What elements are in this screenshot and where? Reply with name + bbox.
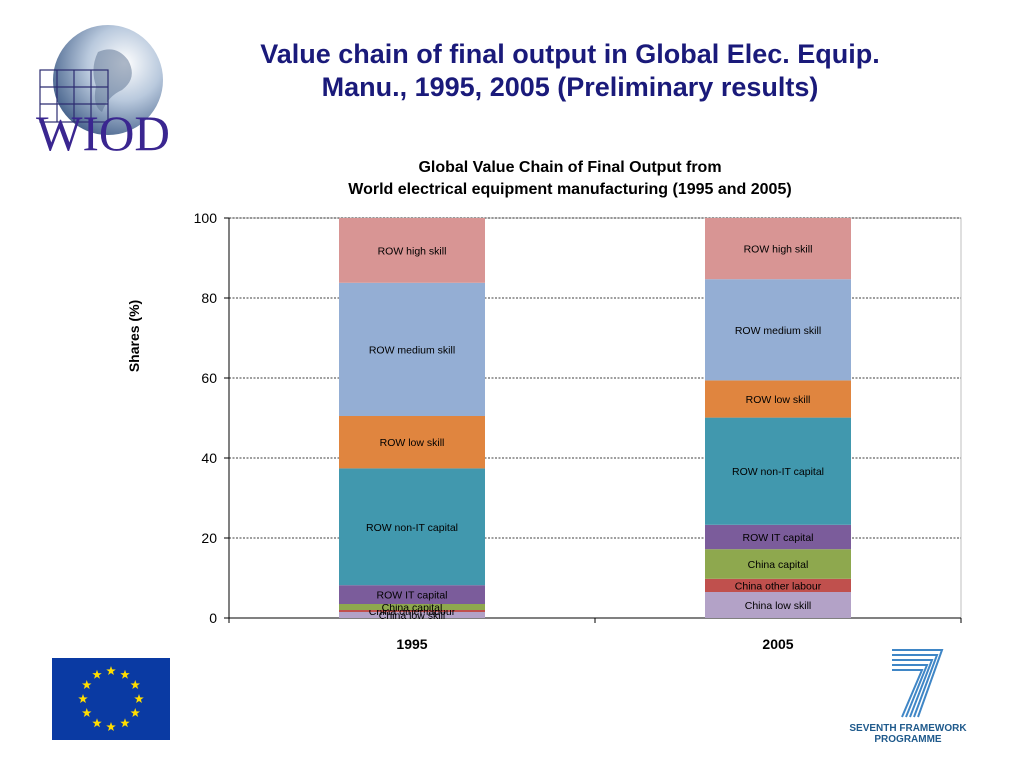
y-tick-label: 40 bbox=[201, 450, 217, 466]
bar-segment bbox=[705, 417, 851, 525]
chart: Global Value Chain of Final Output from … bbox=[126, 159, 962, 652]
segment-label: China low skill bbox=[379, 610, 446, 622]
wiod-logo: WIOD bbox=[36, 25, 170, 161]
bar-segment bbox=[705, 578, 851, 592]
star-icon bbox=[134, 694, 144, 704]
segment-label: ROW IT capital bbox=[377, 590, 448, 602]
segment-label: ROW high skill bbox=[744, 244, 813, 256]
star-icon bbox=[130, 708, 140, 718]
segment-label: ROW IT capital bbox=[743, 532, 814, 544]
slide-title-line-2: Manu., 1995, 2005 (Preliminary results) bbox=[321, 72, 819, 102]
bar-segment bbox=[339, 218, 485, 283]
segment-label: China capital bbox=[382, 602, 443, 614]
star-icon bbox=[130, 680, 140, 690]
star-icons bbox=[78, 666, 144, 732]
segment-label: ROW high skill bbox=[378, 245, 447, 257]
segment-label: China capital bbox=[748, 559, 809, 571]
fp7-line-2: PROGRAMME bbox=[874, 734, 942, 745]
bar-segment bbox=[339, 468, 485, 586]
y-tick-label: 100 bbox=[194, 210, 218, 226]
x-category-label: 2005 bbox=[762, 636, 793, 652]
grid-icon bbox=[39, 69, 109, 123]
slide-title: Value chain of final output in Global El… bbox=[200, 38, 940, 104]
seven-icon bbox=[892, 649, 944, 718]
bar-segment bbox=[339, 612, 485, 618]
y-tick-label: 0 bbox=[209, 610, 217, 626]
star-icon bbox=[78, 694, 88, 704]
bar-segment bbox=[339, 282, 485, 416]
fp7-logo: SEVENTH FRAMEWORK PROGRAMME bbox=[849, 649, 967, 745]
segment-label: China low skill bbox=[745, 600, 812, 612]
bar-segment bbox=[705, 380, 851, 418]
chart-title: Global Value Chain of Final Output from bbox=[418, 159, 721, 176]
bar-segment bbox=[705, 279, 851, 381]
star-icon bbox=[120, 718, 130, 728]
bar-segment bbox=[705, 524, 851, 550]
chart-subtitle: World electrical equipment manufacturing… bbox=[348, 181, 791, 198]
segment-label: ROW medium skill bbox=[369, 344, 455, 356]
eu-flag bbox=[52, 658, 170, 740]
star-icon bbox=[82, 680, 92, 690]
slide-title-line-1: Value chain of final output in Global El… bbox=[260, 39, 880, 69]
segment-label: ROW medium skill bbox=[735, 325, 821, 337]
y-tick-label: 80 bbox=[201, 290, 217, 306]
star-icon bbox=[120, 669, 130, 679]
plot-border bbox=[228, 217, 962, 619]
star-icon bbox=[106, 666, 116, 676]
star-icon bbox=[92, 718, 102, 728]
star-icon bbox=[106, 722, 116, 732]
y-tick-label: 60 bbox=[201, 370, 217, 386]
bar-segment bbox=[705, 218, 851, 280]
segment-label: ROW low skill bbox=[746, 394, 811, 406]
plot-area: 0 20 40 60 80 100 China low skill China other l… bbox=[194, 210, 962, 652]
star-icon bbox=[82, 708, 92, 718]
segment-label: ROW non-IT capital bbox=[732, 466, 824, 478]
segment-label: ROW low skill bbox=[380, 437, 445, 449]
bar-segment bbox=[339, 604, 485, 610]
fp7-line-1: SEVENTH FRAMEWORK bbox=[849, 723, 967, 734]
bar-segment bbox=[339, 610, 485, 612]
bar-segment bbox=[705, 592, 851, 618]
x-category-label: 1995 bbox=[396, 636, 427, 652]
bar-segment bbox=[339, 416, 485, 469]
segment-label: ROW non-IT capital bbox=[366, 522, 458, 534]
star-icon bbox=[92, 669, 102, 679]
bar-segment bbox=[339, 585, 485, 604]
segment-label: China other labour bbox=[735, 580, 822, 592]
wiod-wordmark: WIOD bbox=[36, 105, 170, 161]
y-axis-label: Shares (%) bbox=[126, 300, 142, 372]
bar-segment bbox=[705, 549, 851, 579]
y-tick-label: 20 bbox=[201, 530, 217, 546]
